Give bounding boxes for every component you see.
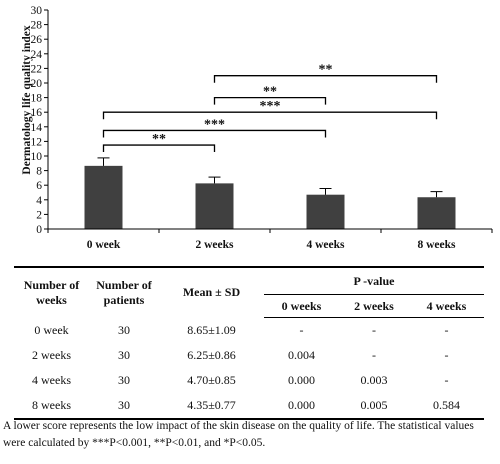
header-mean-sd: Mean ± SD bbox=[159, 266, 264, 318]
header-p-4-weeks: 4 weeks bbox=[409, 294, 484, 318]
y-tick-label: 30 bbox=[31, 5, 43, 17]
header-p-2-weeks: 2 weeks bbox=[339, 294, 409, 318]
cell-p0: 0.000 bbox=[264, 393, 339, 420]
cell-weeks: 4 weeks bbox=[32, 373, 71, 387]
header-p-value: P -value bbox=[264, 266, 484, 295]
table-row: 4 weeks 30 4.70±0.85 0.000 0.003 - bbox=[14, 368, 484, 393]
significance-bracket bbox=[102, 111, 438, 120]
significance-bracket bbox=[213, 96, 327, 105]
table-row: 2 weeks 30 6.25±0.86 0.004 - - bbox=[14, 343, 484, 368]
cell-p2: 0.003 bbox=[360, 373, 388, 387]
x-tick-label: 8 weeks bbox=[417, 239, 456, 251]
y-tick-label: 24 bbox=[31, 49, 43, 61]
cell-p0: - bbox=[299, 323, 304, 337]
y-tick-label: 22 bbox=[31, 63, 43, 75]
bars bbox=[84, 157, 456, 229]
bar-chart: Dermatology life quality index 024681012… bbox=[21, 5, 493, 251]
figure-caption: A lower score represents the low impact … bbox=[3, 420, 474, 449]
significance-bracket bbox=[102, 129, 327, 138]
cell-p4: 0.584 bbox=[409, 393, 484, 420]
bar bbox=[84, 165, 123, 229]
cell-weeks: 2 weeks bbox=[32, 348, 71, 362]
cell-mean: 4.35±0.77 bbox=[159, 393, 264, 420]
x-tick-label: 2 weeks bbox=[195, 239, 234, 251]
y-tick-label: 14 bbox=[31, 122, 43, 134]
x-tick-label: 4 weeks bbox=[306, 239, 345, 251]
y-tick-label: 16 bbox=[31, 107, 43, 119]
significance-brackets: ************ bbox=[102, 63, 438, 153]
cell-p2: 0.005 bbox=[339, 393, 409, 420]
cell-p2: - bbox=[372, 323, 376, 337]
significance-label: ** bbox=[152, 132, 166, 147]
header-p-0-weeks: 0 weeks bbox=[264, 294, 339, 318]
significance-bracket bbox=[213, 75, 438, 83]
cell-patients: 30 bbox=[118, 322, 130, 337]
y-tick-label: 26 bbox=[31, 34, 43, 46]
cell-mean: 8.65±1.09 bbox=[187, 322, 236, 337]
y-tick-label: 18 bbox=[31, 93, 43, 105]
significance-label: *** bbox=[204, 117, 225, 132]
y-tick-label: 20 bbox=[31, 78, 43, 90]
significance-label: ** bbox=[319, 63, 333, 78]
cell-weeks: 8 weeks bbox=[14, 393, 89, 420]
header-number-of-patients: Number of patients bbox=[89, 266, 159, 318]
cell-p0: 0.000 bbox=[288, 373, 315, 387]
significance-label: *** bbox=[260, 99, 281, 114]
x-tick-label: 0 week bbox=[87, 239, 121, 251]
table-row: 8 weeks 30 4.35±0.77 0.000 0.005 0.584 bbox=[14, 393, 484, 420]
cell-p4: - bbox=[444, 373, 449, 387]
cell-mean: 6.25±0.86 bbox=[187, 348, 236, 362]
y-tick-label: 4 bbox=[36, 195, 42, 207]
cell-p4: - bbox=[444, 323, 449, 337]
cell-mean: 4.70±0.85 bbox=[187, 373, 236, 387]
y-tick-label: 6 bbox=[36, 180, 42, 192]
cell-weeks: 0 week bbox=[34, 322, 69, 337]
cell-patients: 30 bbox=[118, 373, 130, 387]
y-tick-label: 12 bbox=[31, 136, 43, 148]
cell-p0: 0.004 bbox=[288, 348, 315, 362]
y-tick-label: 8 bbox=[36, 166, 42, 178]
bar bbox=[306, 194, 345, 229]
y-tick-label: 2 bbox=[36, 209, 42, 221]
y-axis-label: Dermatology life quality index bbox=[21, 25, 33, 174]
y-tick-label: 28 bbox=[31, 20, 43, 32]
x-axis: 0 week 2 weeks 4 weeks 8 weeks bbox=[47, 228, 493, 251]
cell-p2: - bbox=[372, 348, 376, 362]
cell-patients: 30 bbox=[118, 348, 130, 362]
significance-label: ** bbox=[263, 85, 277, 100]
cell-patients: 30 bbox=[89, 393, 159, 420]
table-row: 0 week 30 8.65±1.09 - - - bbox=[14, 318, 484, 344]
y-tick-label: 10 bbox=[31, 151, 43, 163]
header-number-of-weeks: Number of weeks bbox=[14, 266, 89, 318]
cell-p4: - bbox=[444, 348, 449, 362]
significance-bracket bbox=[102, 144, 216, 153]
bar bbox=[417, 197, 456, 229]
y-tick-label: 0 bbox=[36, 224, 42, 236]
bar bbox=[195, 183, 234, 229]
results-table: Number of weeks Number of patients Mean … bbox=[14, 266, 484, 420]
